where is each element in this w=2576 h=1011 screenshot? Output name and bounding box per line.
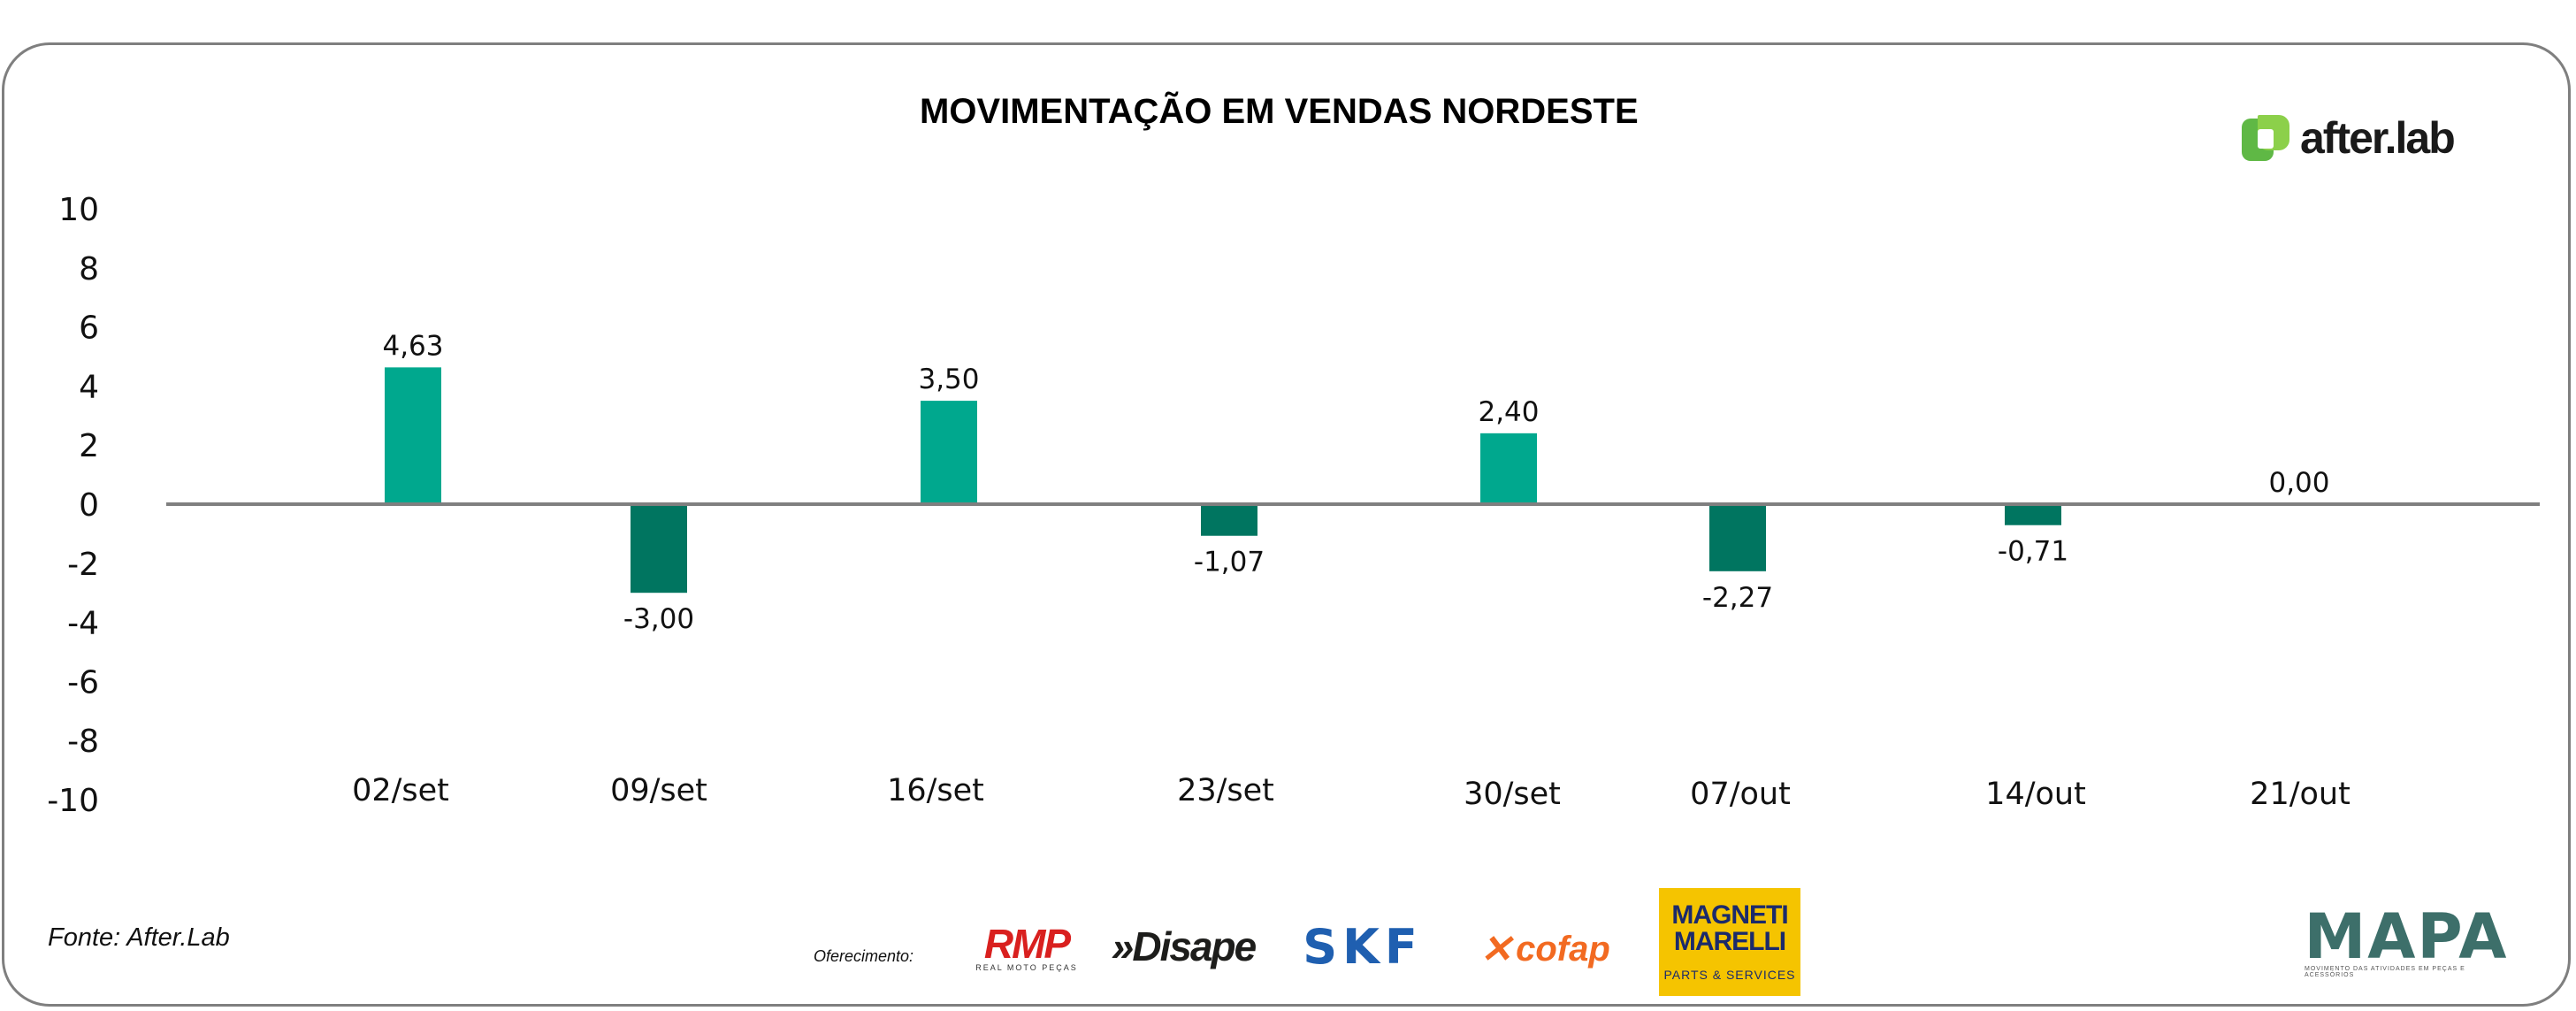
bar bbox=[2005, 504, 2061, 525]
y-tick-label: 6 bbox=[79, 310, 99, 347]
y-tick-label: -10 bbox=[47, 783, 99, 819]
x-tick-label: 14/out bbox=[1985, 777, 2086, 812]
bar bbox=[1201, 504, 1257, 536]
y-tick-label: -8 bbox=[67, 724, 99, 760]
skf-logo: SKF bbox=[1303, 918, 1423, 975]
data-label: -3,00 bbox=[623, 603, 694, 635]
y-tick-label: -2 bbox=[67, 547, 99, 583]
bar bbox=[631, 504, 687, 594]
data-label: -0,71 bbox=[1998, 536, 2068, 568]
y-tick-label: 0 bbox=[79, 487, 99, 524]
y-tick-label: 4 bbox=[79, 369, 99, 405]
afterlab-mark-icon bbox=[2242, 113, 2291, 163]
rmp-tagline: REAL MOTO PEÇAS bbox=[975, 963, 1078, 972]
y-tick-label: 8 bbox=[79, 251, 99, 287]
mapa-logo: MAPA MOVIMENTO DAS ATIVIDADES EM PEÇAS E… bbox=[2304, 900, 2509, 978]
afterlab-logo-text: after.lab bbox=[2300, 113, 2456, 163]
source-note: Fonte: After.Lab bbox=[48, 923, 230, 952]
data-label: 0,00 bbox=[2268, 467, 2329, 499]
chart-title: MOVIMENTAÇÃO EM VENDAS NORDESTE bbox=[920, 92, 1639, 131]
x-axis: 02/set 09/set 16/set 23/set 30/set 07/out 14/o… bbox=[352, 773, 2351, 812]
sponsors-label: Oferecimento: bbox=[814, 947, 914, 965]
afterlab-logo: after.lab bbox=[2242, 111, 2456, 165]
rmp-logo-text: RMP bbox=[983, 921, 1071, 967]
rmp-logo: RMP REAL MOTO PEÇAS bbox=[969, 923, 1084, 973]
magneti-marelli-logo: MAGNETI MARELLI PARTS & SERVICES bbox=[1659, 888, 1800, 996]
magneti-tagline: PARTS & SERVICES bbox=[1663, 968, 1796, 982]
bar bbox=[385, 367, 441, 504]
disape-logo: »Disape bbox=[1111, 923, 1257, 969]
data-label: 2,40 bbox=[1478, 396, 1539, 428]
bars bbox=[385, 367, 2061, 594]
magneti-logo-text: MAGNETI MARELLI bbox=[1671, 900, 1788, 956]
mapa-tagline: MOVIMENTO DAS ATIVIDADES EM PEÇAS E ACES… bbox=[2305, 966, 2465, 978]
y-tick-label: 2 bbox=[79, 428, 99, 464]
x-tick-label: 23/set bbox=[1177, 773, 1274, 808]
x-tick-label: 07/out bbox=[1690, 777, 1791, 812]
data-labels: 4,63 -3,00 3,50 -1,07 2,40 -2,27 -0,71 0,00 bbox=[382, 330, 2329, 635]
x-tick-label: 21/out bbox=[2250, 777, 2351, 812]
x-tick-label: 30/set bbox=[1464, 777, 1561, 812]
data-label: -2,27 bbox=[1702, 582, 1773, 614]
data-label: 4,63 bbox=[382, 330, 443, 362]
mapa-logo-text: MAPA bbox=[2304, 900, 2509, 973]
bar bbox=[1480, 433, 1537, 504]
x-tick-label: 09/set bbox=[610, 773, 707, 808]
x-tick-label: 16/set bbox=[887, 773, 984, 808]
cofap-logo: ✕ cofap bbox=[1463, 927, 1627, 971]
chart-frame bbox=[2, 42, 2571, 1007]
data-label: -1,07 bbox=[1194, 547, 1265, 578]
y-tick-label: -4 bbox=[67, 606, 99, 642]
data-label: 3,50 bbox=[918, 364, 979, 395]
y-tick-label: 10 bbox=[58, 192, 99, 228]
cofap-mark-icon: ✕ bbox=[1479, 927, 1513, 971]
x-tick-label: 02/set bbox=[352, 773, 449, 808]
y-axis: 10 8 6 4 2 0 -2 -4 -6 -8 -10 bbox=[47, 192, 99, 819]
y-tick-label: -6 bbox=[67, 664, 99, 701]
bar bbox=[1709, 504, 1766, 571]
cofap-logo-text: cofap bbox=[1516, 929, 1610, 969]
bar bbox=[921, 401, 977, 504]
